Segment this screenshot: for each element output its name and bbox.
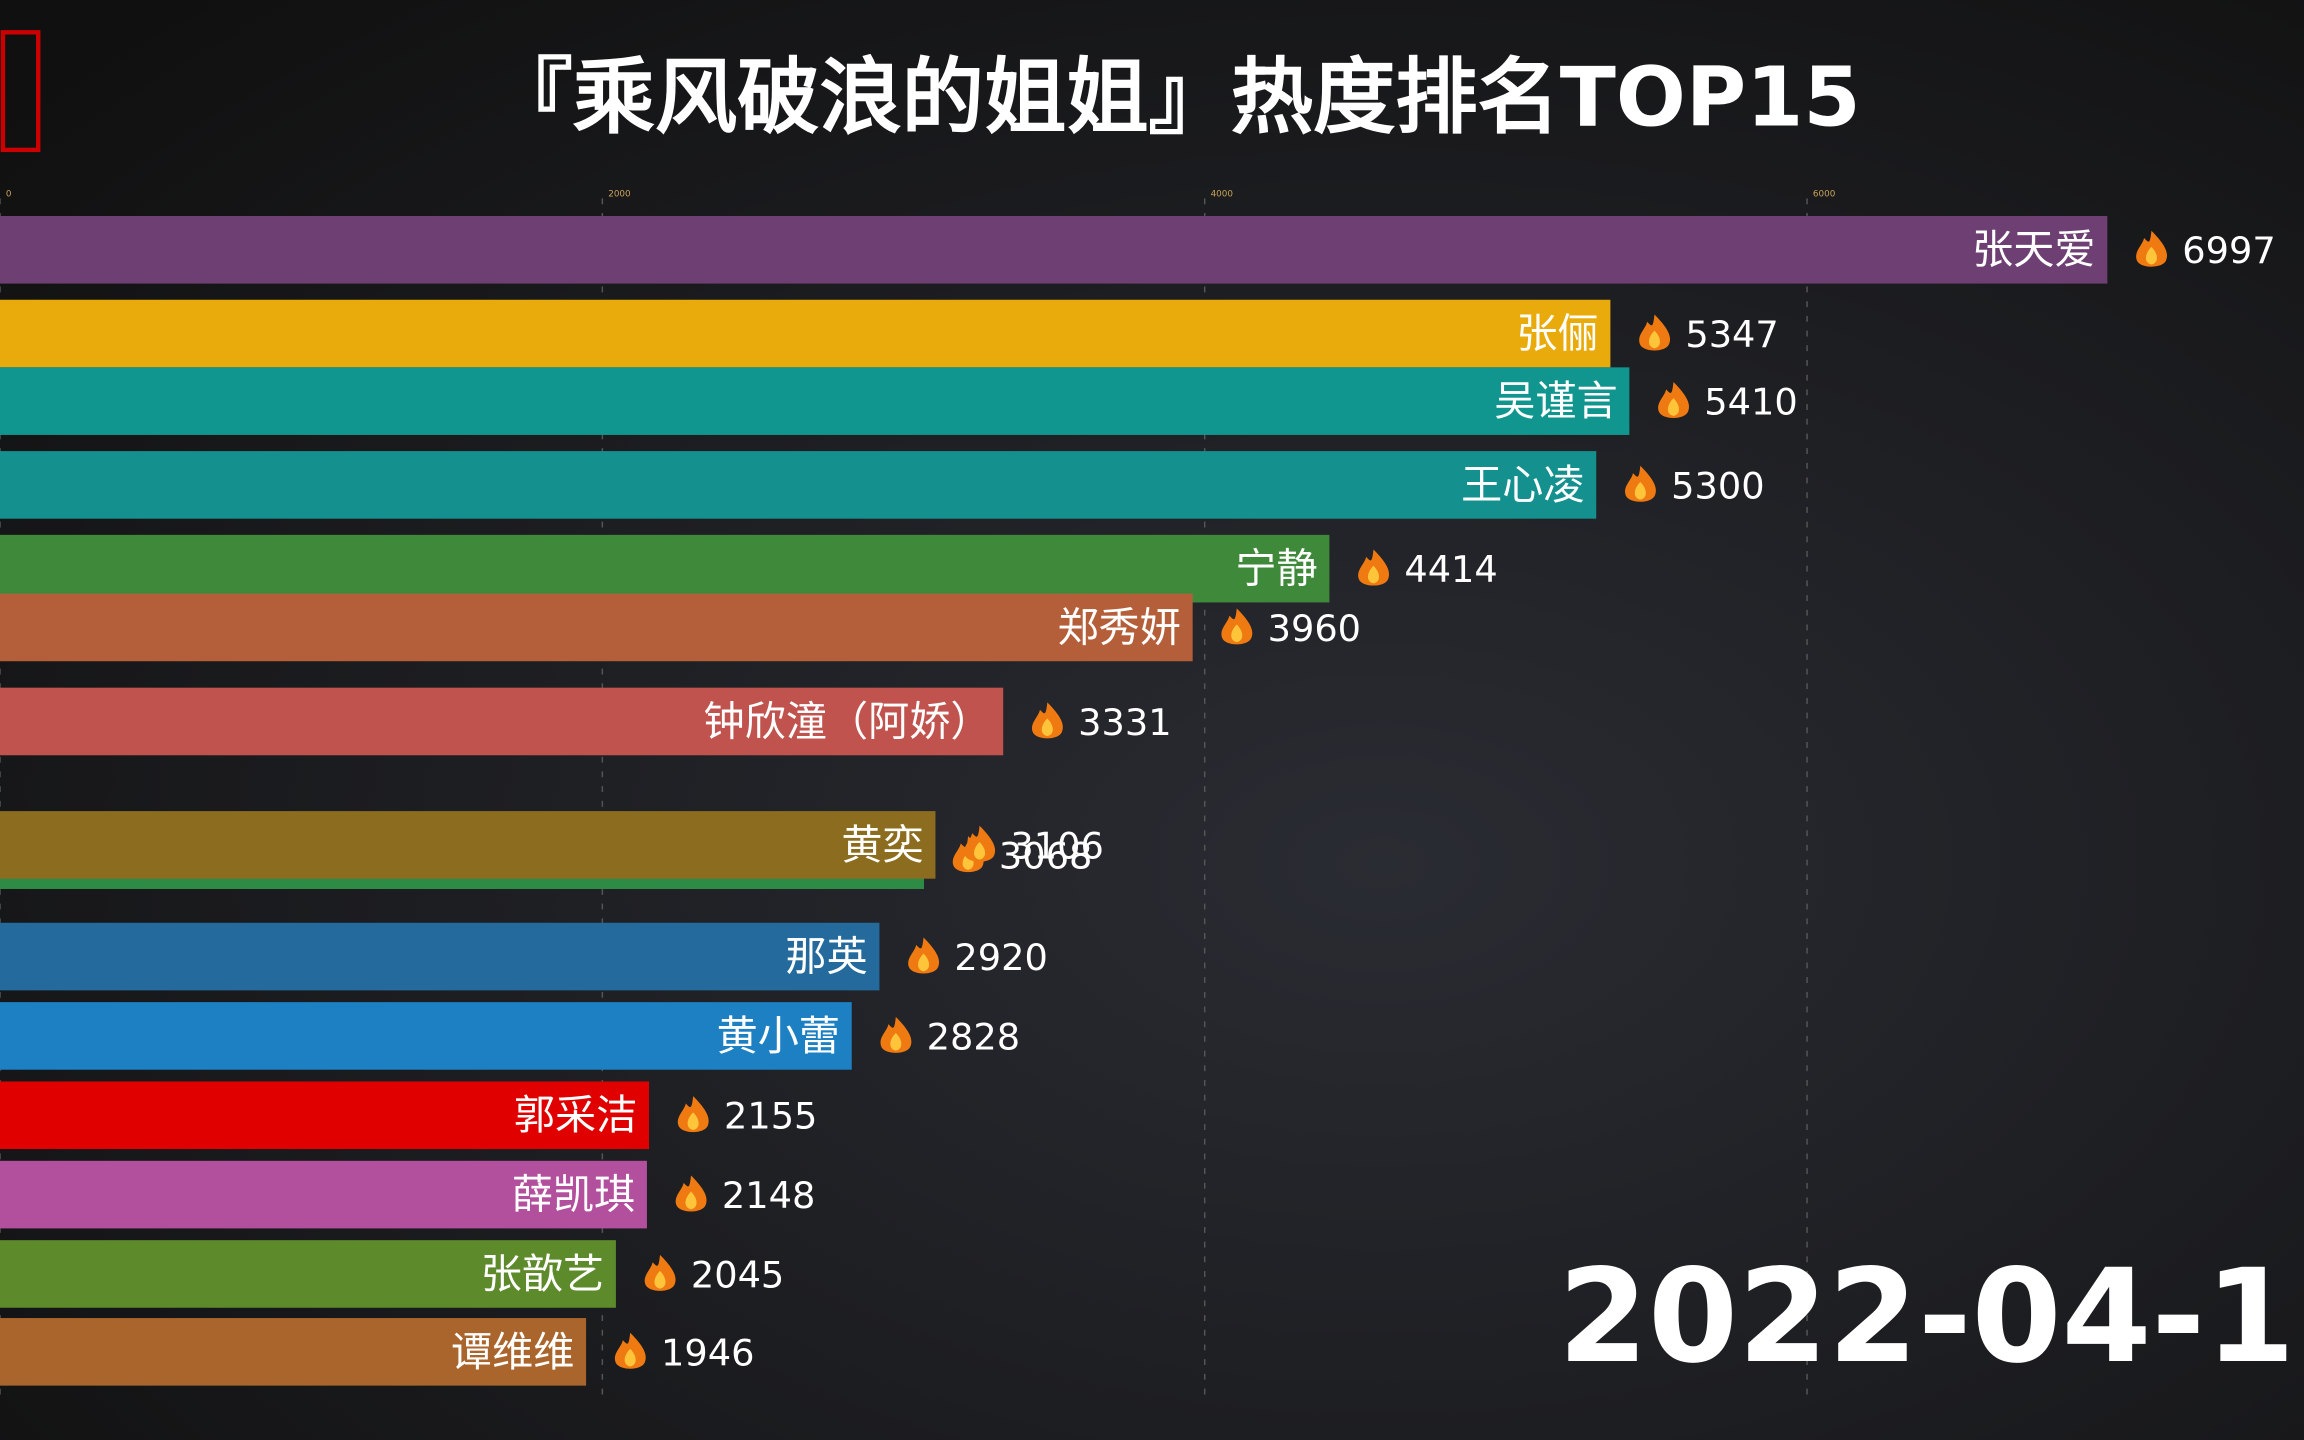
- bar-label: 王心凌: [1461, 461, 1584, 509]
- bar: [0, 216, 2108, 284]
- bar: [0, 367, 1630, 435]
- value-label: 2920: [954, 936, 1047, 979]
- value-label: 5347: [1685, 313, 1778, 356]
- seal-stamp: [0, 30, 41, 153]
- bar: [0, 451, 1597, 519]
- flame-core: [1367, 565, 1379, 584]
- bar-label: 钟欣潼（阿娇）: [704, 697, 992, 745]
- bar-label: 宁静: [1235, 545, 1317, 593]
- bar: [0, 534, 1330, 603]
- value-label: 5300: [1671, 464, 1764, 507]
- flame-core: [974, 841, 986, 860]
- bar: [0, 593, 1193, 662]
- value-label: 5410: [1704, 381, 1797, 424]
- value-label: 4414: [1404, 548, 1497, 591]
- bar: [0, 1240, 616, 1308]
- bar-label: 张俪: [1516, 309, 1598, 357]
- bar: [0, 1318, 587, 1386]
- value-label: 1946: [661, 1331, 754, 1374]
- flame-core: [1041, 718, 1053, 737]
- flame-core: [654, 1271, 666, 1289]
- flame-core: [918, 953, 930, 972]
- flame-core: [1667, 398, 1679, 416]
- bar-label: 张歆艺: [481, 1250, 604, 1298]
- value-label: 3068: [999, 835, 1092, 878]
- value-label: 3106: [1010, 824, 1103, 867]
- bar-label: 郑秀妍: [1058, 603, 1181, 651]
- value-label: 2828: [927, 1015, 1020, 1058]
- bar: [0, 1160, 647, 1229]
- flame-core: [1231, 624, 1243, 643]
- value-label: 2148: [722, 1174, 815, 1217]
- bar: [0, 299, 1611, 368]
- bar: [0, 687, 1004, 756]
- flame-core: [624, 1348, 636, 1367]
- flame-core: [687, 1112, 699, 1130]
- flame-core: [1648, 330, 1660, 349]
- bar: [0, 922, 880, 991]
- x-tick-label: 4000: [1211, 189, 1234, 199]
- bar-label: 黄奕: [841, 821, 923, 869]
- bar-label: 谭维维: [451, 1328, 574, 1376]
- bar-label: 郭采洁: [514, 1091, 637, 1139]
- value-label: 3960: [1268, 607, 1361, 650]
- flame-core: [685, 1191, 697, 1210]
- chart-title: 『乘风破浪的姐姐』热度排名TOP15: [490, 50, 1860, 145]
- x-tick-label: 0: [6, 189, 12, 199]
- date-label: 2022-04-1: [1558, 1242, 2295, 1392]
- bar: [0, 1081, 650, 1150]
- flame-core: [2145, 246, 2157, 265]
- bar-label: 黄小蕾: [717, 1012, 840, 1060]
- x-tick-label: 6000: [1813, 189, 1836, 199]
- value-label: 2045: [691, 1253, 784, 1296]
- bar: [0, 1002, 852, 1070]
- value-label: 2155: [724, 1095, 817, 1138]
- bar-label: 那英: [785, 933, 867, 981]
- bar-label: 吴谨言: [1494, 377, 1617, 425]
- flame-core: [1634, 481, 1646, 500]
- bar-label: 张天爱: [1972, 226, 2095, 274]
- x-tick-label: 2000: [608, 189, 631, 199]
- bar: [0, 811, 936, 879]
- value-label: 3331: [1078, 701, 1171, 744]
- bar-label: 薛凯琪: [512, 1171, 635, 1219]
- value-label: 6997: [2182, 229, 2275, 272]
- flame-core: [890, 1032, 902, 1051]
